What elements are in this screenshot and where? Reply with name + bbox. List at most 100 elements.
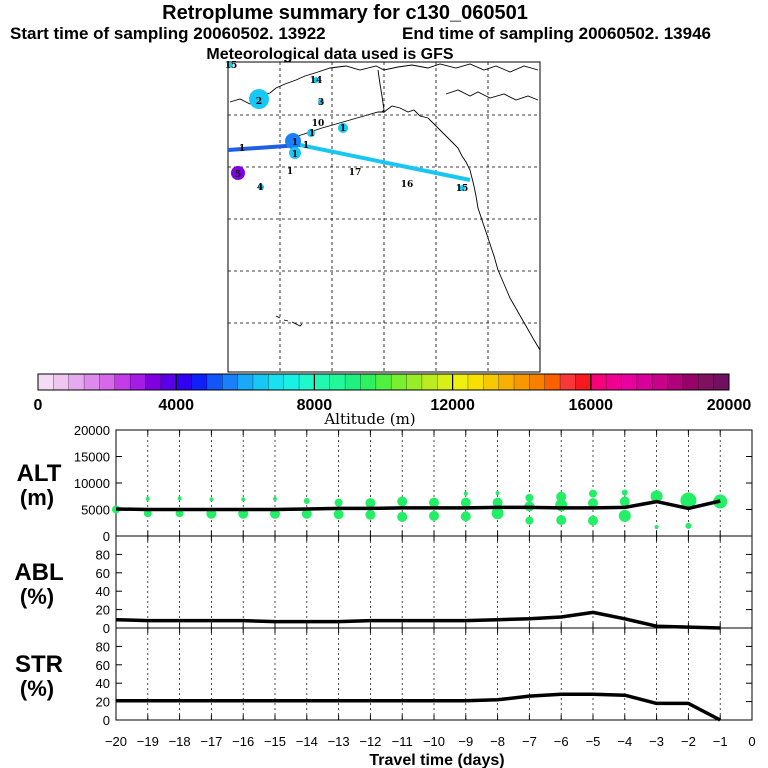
colorbar-swatch (636, 374, 653, 390)
y-tick-label: 60 (96, 658, 110, 673)
y-tick-label: 40 (96, 584, 110, 599)
altitude-point (397, 511, 408, 522)
x-tick-label: −4 (617, 734, 632, 749)
colorbar-swatch (176, 374, 193, 390)
altitude-point (525, 493, 534, 502)
x-tick-label: −7 (522, 734, 537, 749)
map-point-label: 4 (257, 183, 263, 193)
altitude-point (303, 498, 310, 505)
y-tick-label: 20 (96, 695, 110, 710)
colorbar-tick-label: 12000 (430, 397, 475, 414)
altitude-point (333, 509, 344, 520)
map-point-label: 3 (318, 98, 324, 108)
y-tick-label: 10000 (74, 476, 110, 491)
colorbar-swatch (621, 374, 638, 390)
colorbar-swatch (514, 374, 530, 390)
y-axis-unit: (%) (20, 584, 54, 609)
x-tick-label: −14 (296, 734, 318, 749)
map-point-label: 17 (349, 168, 362, 178)
x-tick-label: −5 (586, 734, 601, 749)
altitude-point (209, 497, 214, 502)
colorbar-swatch (544, 374, 561, 390)
colorbar-swatch (329, 374, 346, 390)
colorbar-swatch (99, 374, 116, 390)
plume-points (227, 62, 465, 191)
colorbar-swatch (560, 374, 576, 390)
colorbar-swatch (345, 374, 361, 390)
map-point-label: 15 (225, 61, 238, 71)
colorbar-tick-label: 8000 (297, 397, 333, 414)
y-tick-label: 5000 (81, 503, 110, 518)
map-point-label: 1 (292, 150, 298, 160)
colorbar-swatch (667, 374, 684, 390)
colorbar-swatch (391, 374, 408, 390)
altitude-point (588, 515, 598, 526)
y-axis-label: STR (15, 651, 63, 678)
altitude-point (556, 491, 567, 502)
colorbar-swatch (160, 374, 177, 390)
map-graticule (228, 62, 540, 372)
y-tick-label: 0 (103, 529, 110, 544)
colorbar-swatch (84, 374, 100, 390)
x-tick-label: 0 (748, 734, 755, 749)
altitude-point (365, 498, 376, 509)
x-tick-label: −16 (232, 734, 254, 749)
colorbar-swatch (467, 374, 484, 390)
series-line-abl (115, 610, 721, 630)
colorbar-swatch (283, 374, 300, 390)
colorbar-swatch (421, 374, 438, 390)
colorbar-swatch (237, 374, 254, 390)
colorbar-swatch (130, 374, 146, 390)
y-axis-label: ALT (17, 460, 62, 487)
colorbar-swatch (652, 374, 669, 390)
colorbar-swatch (606, 374, 623, 390)
colorbar-swatch (53, 374, 70, 390)
page-title: Retroplume summary for c130_060501 (162, 2, 528, 24)
altitude-point (397, 496, 408, 507)
colorbar-swatch (590, 374, 607, 390)
altitude-point (177, 496, 182, 501)
colorbar-swatch (68, 374, 85, 390)
map-point-label: 2 (256, 97, 262, 107)
x-axis: −20 −19 −18 −17 −16 −15 −14 −13 −12 −11 −10 −9 −8 −7−… (105, 734, 756, 768)
altitude-point (525, 516, 534, 525)
x-tick-label: −20 (105, 734, 127, 749)
x-tick-label: −6 (554, 734, 569, 749)
colorbar-tick-label: 4000 (158, 397, 194, 414)
map-point-label: 14 (310, 76, 323, 86)
y-tick-label: 20000 (74, 423, 110, 438)
altitude-point (619, 496, 630, 507)
altitude-point (654, 524, 659, 529)
y-tick-label: 80 (96, 547, 110, 562)
colorbar-swatch (713, 374, 730, 390)
y-axis-label: ABL (14, 559, 63, 586)
plume-dot (289, 147, 301, 159)
time-series-panels: 05000100001500020000ALT(m)020406080ABL(%… (14, 423, 755, 768)
x-tick-label: −10 (423, 734, 445, 749)
plume-dot (249, 89, 269, 109)
map-point-label: 1 (292, 138, 298, 148)
y-axis-unit: (m) (20, 485, 54, 510)
altitude-point (301, 508, 312, 519)
map-point-label: 1 (340, 124, 346, 134)
altitude-point (429, 497, 439, 508)
map-point-label: 1 (309, 129, 315, 139)
colorbar-tick-label: 16000 (569, 397, 614, 414)
x-tick-label: −1 (713, 734, 728, 749)
colorbar-swatch (299, 374, 315, 390)
y-tick-label: 20 (96, 603, 110, 618)
series-line-str (116, 692, 722, 722)
colorbar-swatch (206, 374, 223, 390)
x-tick-label: −17 (200, 734, 222, 749)
colorbar-swatch (252, 374, 269, 390)
altitude-point (463, 491, 468, 496)
colorbar-tick-label: 0 (34, 397, 43, 414)
colorbar-tick-label: 20000 (707, 397, 752, 414)
colorbar-swatch (360, 374, 377, 390)
altitude-point (241, 497, 246, 502)
altitude-point (588, 498, 598, 509)
altitude-point (460, 511, 471, 522)
colorbar-label: Altitude (m) (323, 410, 415, 428)
x-tick-label: −19 (137, 734, 159, 749)
